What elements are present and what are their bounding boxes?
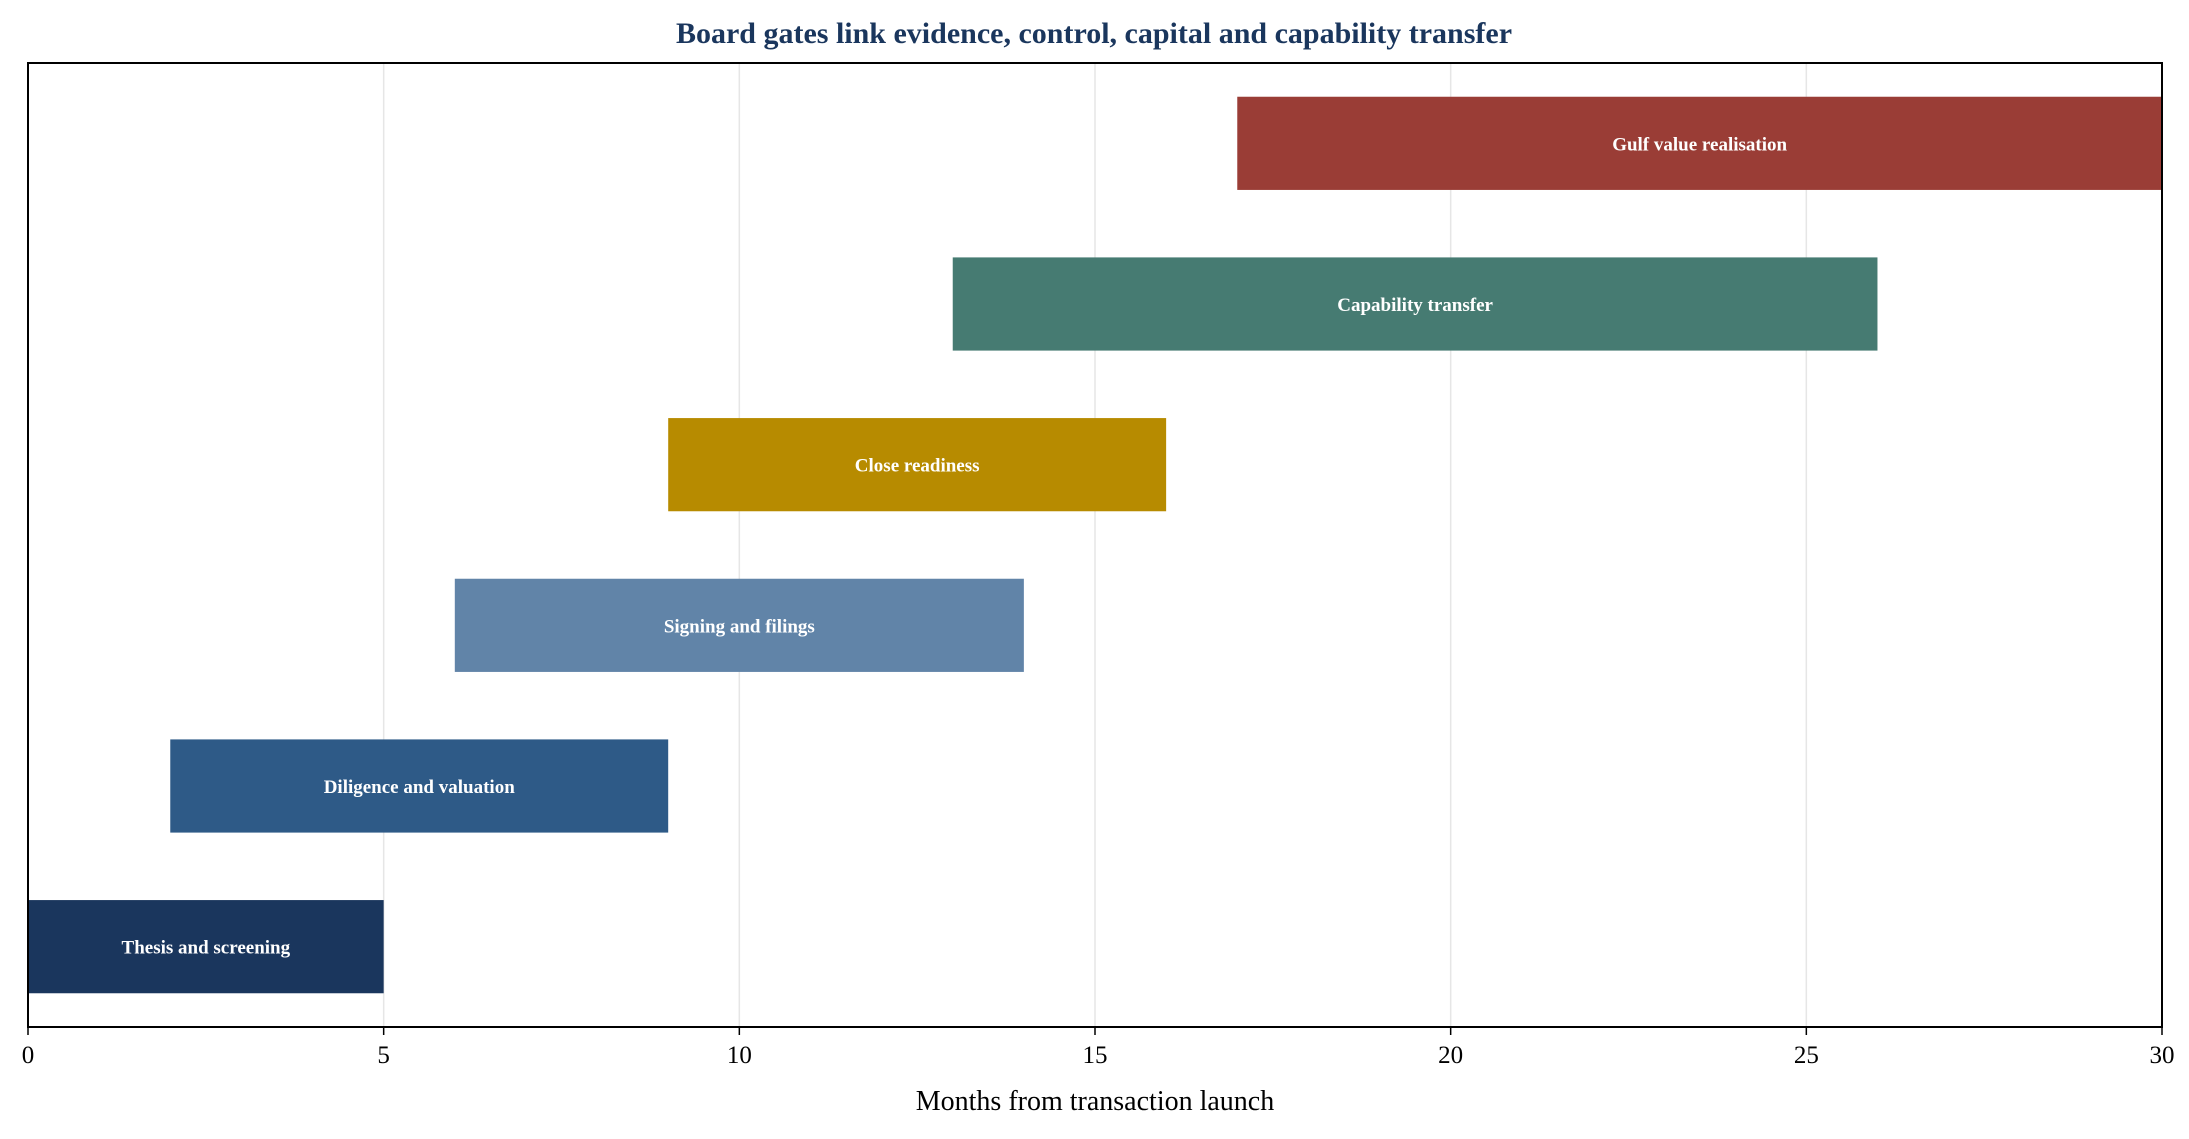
grid-layer — [382, 63, 1808, 1027]
task-bar-group: Close readiness — [668, 418, 1167, 512]
task-bar-label: Capability transfer — [1337, 295, 1493, 316]
task-bar — [952, 257, 1878, 351]
task-bar-group: Diligence and valuation — [170, 739, 669, 833]
task-bar — [1237, 96, 2162, 190]
x-tick-label-15: 15 — [1083, 1042, 1108, 1069]
task-bar-label: Close readiness — [855, 456, 980, 477]
task-bar-label: Thesis and screening — [122, 938, 291, 959]
x-tick-label-30: 30 — [2150, 1042, 2175, 1069]
bars-layer: Thesis and screening Diligence and valuat… — [28, 96, 2162, 994]
x-tick-label-0: 0 — [22, 1042, 35, 1069]
task-bar-label: Gulf value realisation — [1612, 134, 1787, 155]
ticks-layer: 0 5 10 15 20 25 30 — [22, 1027, 2175, 1069]
task-bar-label: Diligence and valuation — [324, 777, 516, 798]
task-bar — [668, 418, 1167, 512]
x-tick-label-10: 10 — [727, 1042, 752, 1069]
x-tick-label-25: 25 — [1794, 1042, 1819, 1069]
x-axis-label: Months from transaction launch — [916, 1086, 1274, 1117]
task-bar-group: Thesis and screening — [28, 900, 384, 994]
chart-title: Board gates link evidence, control, capi… — [676, 17, 1512, 50]
x-tick-label-20: 20 — [1438, 1042, 1463, 1069]
task-bar-group: Gulf value realisation — [1237, 96, 2162, 190]
task-bar — [170, 739, 669, 833]
task-bar — [28, 900, 384, 994]
task-bar-group: Signing and filings — [454, 578, 1024, 672]
task-bar-group: Capability transfer — [952, 257, 1878, 351]
task-bar — [454, 578, 1024, 672]
task-bar-label: Signing and filings — [664, 616, 815, 637]
x-tick-label-5: 5 — [377, 1042, 390, 1069]
